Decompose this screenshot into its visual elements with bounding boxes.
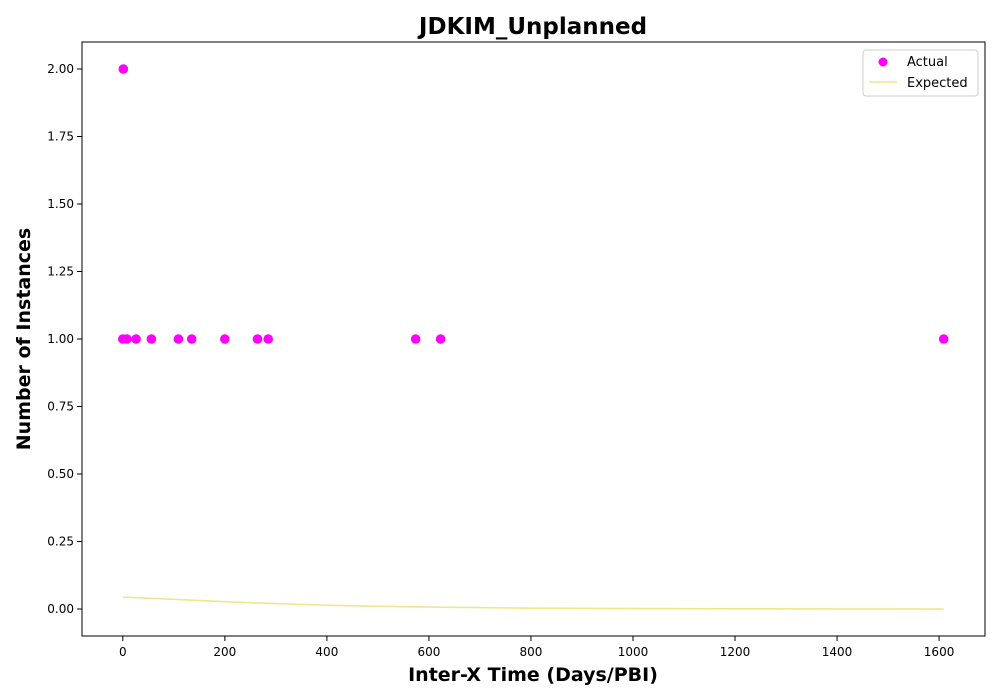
y-tick-label: 0.25 (47, 535, 74, 549)
actual-point (173, 334, 184, 344)
x-axis: 0 200 400 600 800 1000 1200 1400 1600 (119, 636, 954, 659)
x-tick-label: 400 (315, 645, 338, 659)
plot-frame (81, 41, 986, 637)
y-axis-title: Number of Instances (13, 228, 35, 450)
legend: Actual Expected (862, 49, 979, 97)
y-tick-label: 1.25 (47, 265, 74, 279)
actual-point (410, 334, 421, 344)
legend-actual-marker (878, 57, 888, 67)
actual-point (131, 334, 141, 344)
y-tick-label: 1.50 (47, 197, 74, 211)
y-tick-label: 0.75 (47, 400, 74, 414)
x-tick-label: 0 (119, 645, 127, 659)
actual-point (938, 334, 949, 344)
x-tick-label: 1400 (822, 645, 853, 659)
series-layer (118, 64, 949, 610)
legend-expected-label: Expected (907, 76, 968, 91)
actual-point (220, 334, 230, 344)
x-tick-label: 200 (213, 645, 236, 659)
actual-point (435, 334, 446, 344)
y-axis: 0.00 0.25 0.50 0.75 1.00 1.25 1.50 1.75 2.00 (47, 62, 82, 616)
x-tick-label: 600 (417, 645, 440, 659)
actual-point (186, 334, 197, 344)
x-tick-label: 800 (519, 645, 542, 659)
expected-line (122, 596, 944, 610)
x-tick-label: 1000 (618, 645, 649, 659)
actual-point (118, 64, 129, 74)
chart-title: JDKIM_Unplanned (417, 14, 647, 40)
actual-point (122, 334, 132, 344)
x-tick-label: 1200 (720, 645, 751, 659)
x-axis-title: Inter-X Time (Days/PBI) (408, 664, 658, 686)
y-tick-label: 1.00 (47, 332, 74, 346)
y-tick-label: 0.50 (47, 467, 74, 481)
y-tick-label: 1.75 (47, 130, 74, 144)
actual-point (146, 334, 157, 344)
x-tick-label: 1600 (924, 645, 955, 659)
legend-actual-label: Actual (907, 55, 948, 70)
actual-point (252, 334, 263, 344)
y-tick-label: 2.00 (47, 62, 74, 76)
legend-box (862, 49, 979, 97)
plot-area (81, 41, 986, 637)
actual-point (263, 334, 274, 344)
y-tick-label: 0.00 (47, 602, 74, 616)
